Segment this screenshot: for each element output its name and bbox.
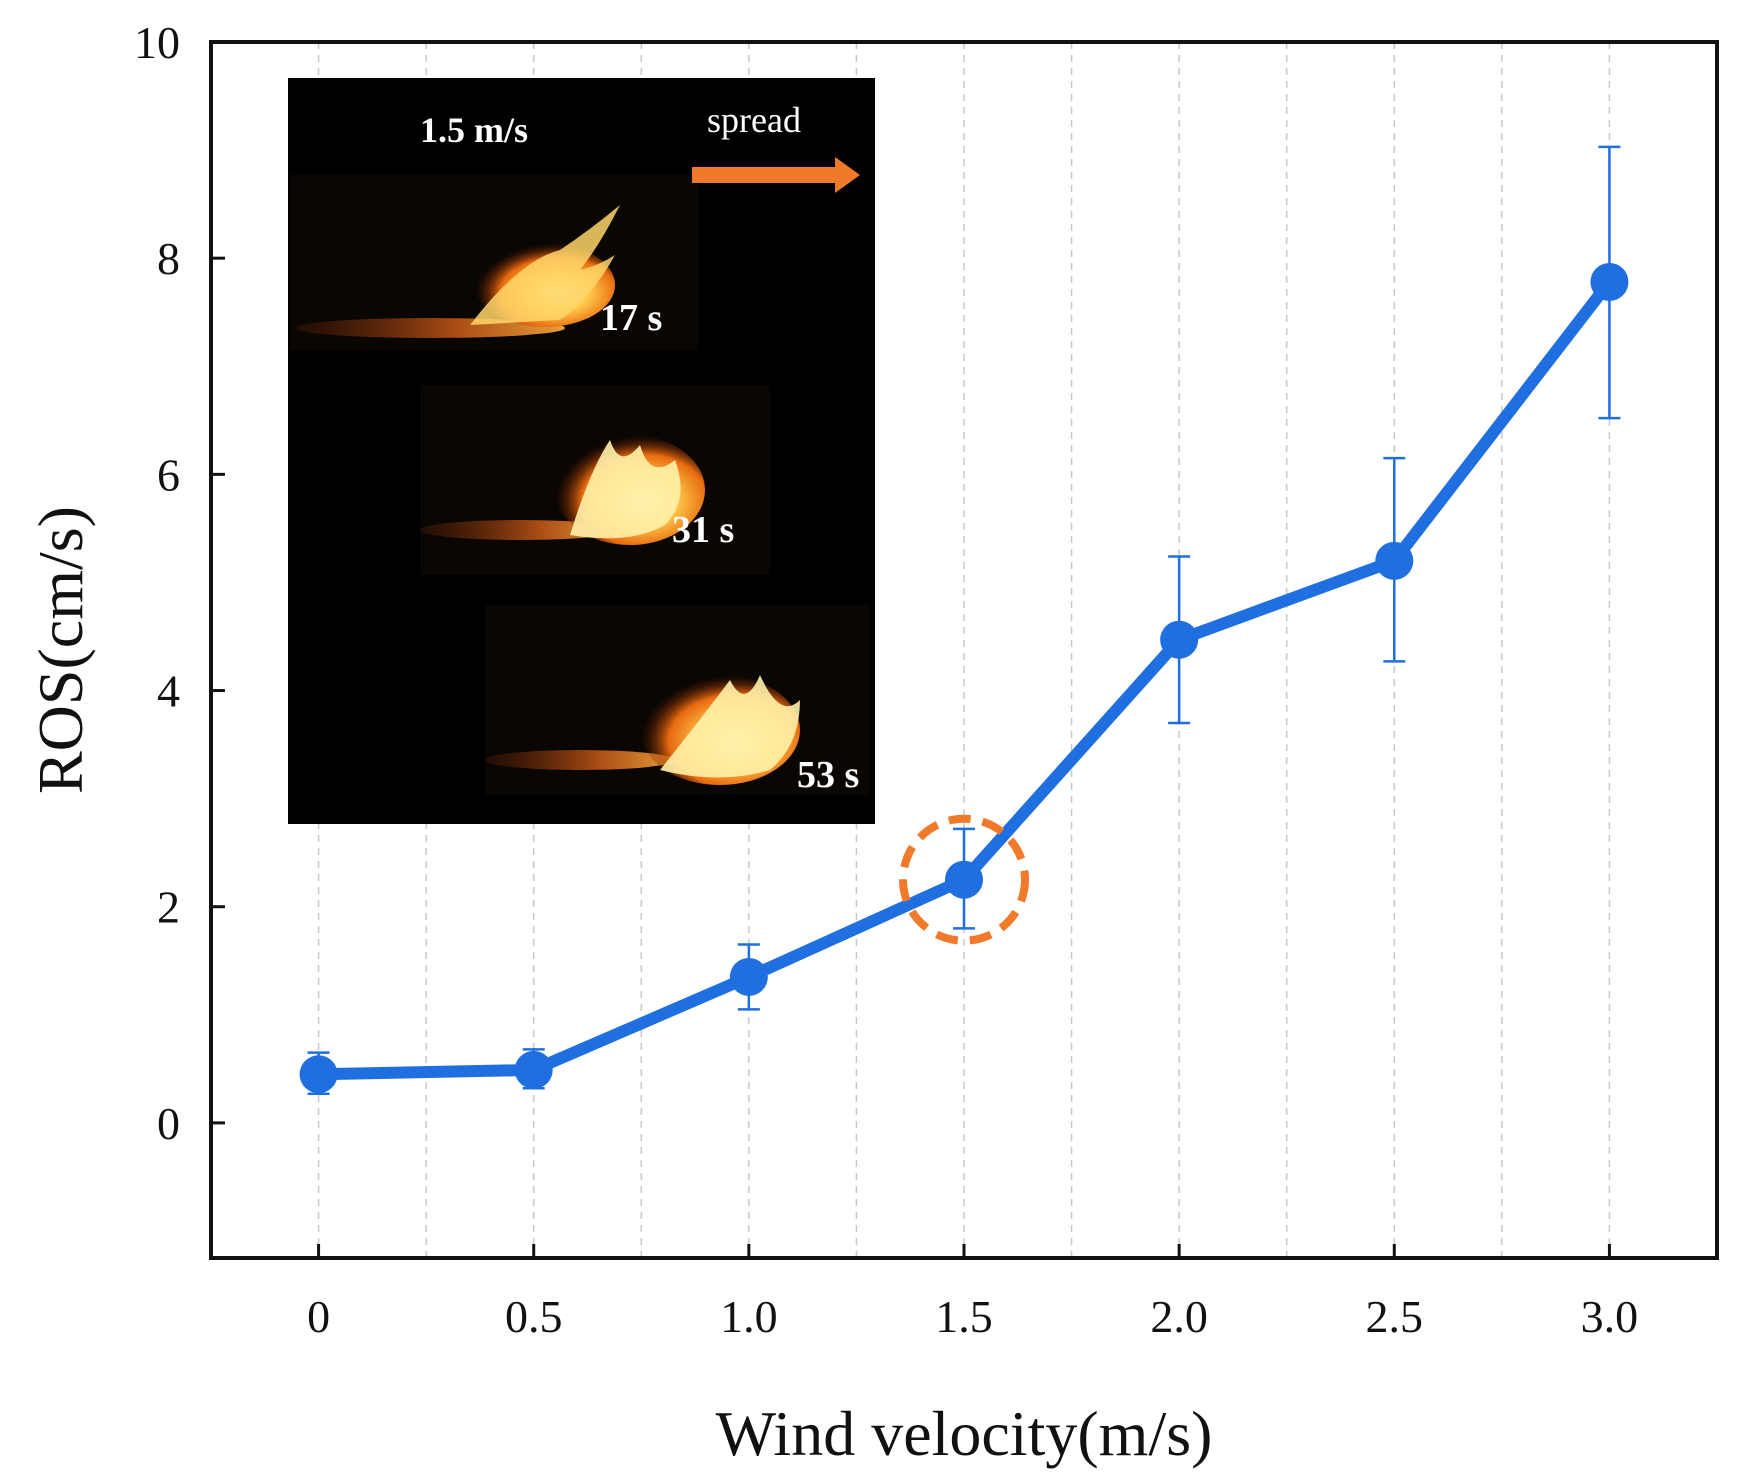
spread-arrow-icon: [692, 157, 860, 193]
y-tick-label: 10: [134, 17, 180, 68]
inset-direction-label: spread: [707, 100, 801, 140]
x-tick-label: 1.0: [720, 1291, 778, 1342]
flame-3-picture: [485, 675, 800, 785]
axis-ticks: [211, 40, 1611, 1258]
flame-2-picture: [420, 435, 705, 545]
data-point: [299, 1055, 338, 1094]
x-tick-label: 3.0: [1581, 1291, 1639, 1342]
x-tick-labels: 0 0.5 1.0 1.5 2.0 2.5 3.0: [307, 1291, 1638, 1342]
data-point: [1590, 262, 1629, 301]
x-axis-title: Wind velocity(m/s): [716, 1398, 1213, 1469]
y-tick-label: 0: [157, 1098, 180, 1149]
y-tick-label: 4: [157, 666, 180, 717]
x-tick-label: 2.5: [1366, 1291, 1424, 1342]
y-tick-labels: 0 2 4 6 8 10: [134, 17, 180, 1149]
data-point: [945, 860, 983, 899]
inset-frame-3-label: 53 s: [797, 754, 859, 796]
y-tick-label: 6: [157, 449, 180, 500]
x-tick-label: 0.5: [505, 1291, 563, 1342]
highlight-circle: [899, 814, 1029, 945]
y-tick-label: 2: [157, 882, 180, 933]
x-tick-label: 1.5: [935, 1291, 993, 1342]
inset-wind-label: 1.5 m/s: [420, 110, 528, 150]
data-point: [729, 957, 768, 996]
flame-1-picture: [295, 205, 620, 338]
data-point: [514, 1050, 553, 1089]
inset-frame-2-label: 31 s: [672, 509, 734, 551]
x-tick-label: 2.0: [1150, 1291, 1208, 1342]
y-axis-title: ROS(cm/s): [25, 506, 96, 794]
data-point: [1375, 541, 1414, 580]
fire-spread-inset: 1.5 m/s spread 17 s 31 s 53 s: [288, 78, 875, 824]
ros-data-points: [299, 262, 1629, 1094]
y-tick-label: 8: [157, 233, 180, 284]
x-tick-label: 0: [307, 1291, 330, 1342]
inset-frame-1-label: 17 s: [600, 297, 662, 339]
data-point: [1160, 620, 1199, 659]
